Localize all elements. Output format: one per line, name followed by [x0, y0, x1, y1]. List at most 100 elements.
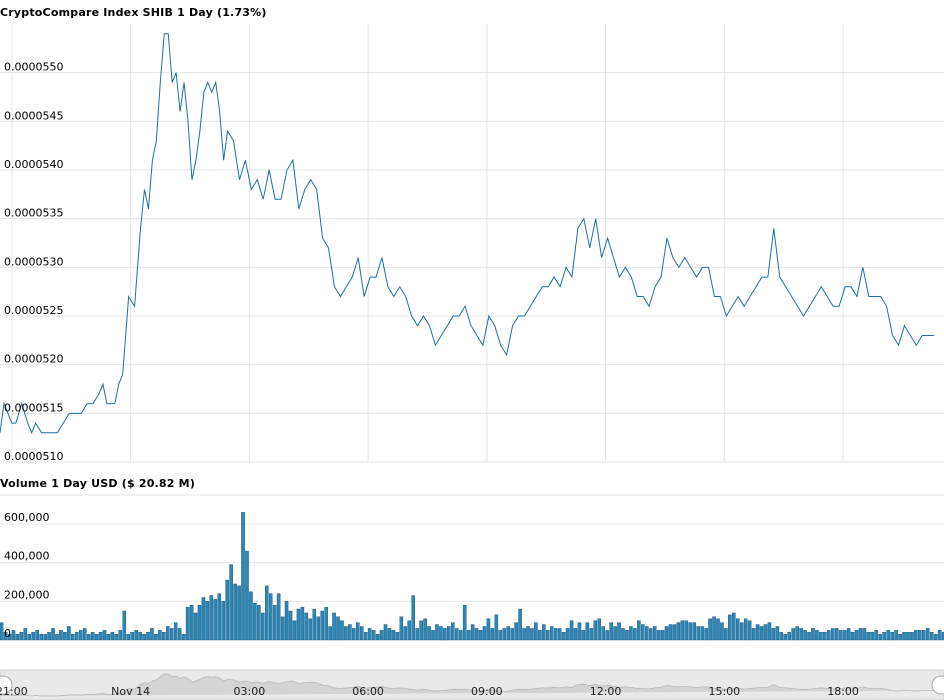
volume-bar[interactable]: [680, 620, 685, 641]
volume-bar[interactable]: [11, 630, 16, 641]
volume-bar[interactable]: [704, 628, 708, 641]
navigator-right-handle[interactable]: [931, 675, 944, 695]
volume-bar[interactable]: [344, 626, 348, 641]
volume-bar[interactable]: [146, 632, 150, 641]
volume-bar[interactable]: [122, 610, 127, 641]
volume-bar[interactable]: [700, 626, 704, 641]
volume-bar[interactable]: [261, 612, 265, 641]
volume-bar[interactable]: [63, 632, 67, 641]
volume-bar[interactable]: [352, 628, 356, 641]
volume-bar[interactable]: [19, 632, 24, 641]
volume-bar[interactable]: [925, 628, 930, 641]
volume-bar[interactable]: [328, 626, 332, 641]
volume-bar[interactable]: [490, 628, 495, 641]
volume-bar[interactable]: [613, 626, 617, 641]
volume-bar[interactable]: [106, 634, 111, 641]
volume-bar[interactable]: [692, 622, 697, 641]
volume-bar[interactable]: [771, 628, 776, 641]
volume-bar[interactable]: [688, 622, 693, 641]
volume-bar[interactable]: [664, 626, 669, 641]
volume-bar[interactable]: [3, 632, 8, 641]
volume-bar[interactable]: [739, 622, 744, 641]
volume-bar[interactable]: [55, 634, 59, 641]
volume-bar[interactable]: [779, 632, 784, 641]
volume-bar[interactable]: [189, 605, 194, 641]
volume-bar[interactable]: [569, 620, 574, 641]
volume-bar[interactable]: [716, 618, 720, 641]
volume-bar[interactable]: [799, 628, 803, 641]
volume-bar[interactable]: [660, 630, 665, 641]
volume-bar[interactable]: [67, 626, 71, 641]
volume-bar[interactable]: [162, 632, 166, 641]
volume-bar[interactable]: [264, 585, 269, 641]
volume-bar[interactable]: [811, 628, 815, 641]
volume-bar[interactable]: [387, 628, 392, 641]
volume-bar[interactable]: [637, 620, 641, 641]
volume-bar[interactable]: [114, 634, 119, 641]
volume-bar[interactable]: [787, 632, 792, 641]
volume-bar[interactable]: [435, 624, 439, 641]
volume-bar[interactable]: [937, 630, 942, 641]
volume-bar[interactable]: [154, 634, 158, 641]
volume-bar[interactable]: [118, 630, 123, 641]
volume-bar[interactable]: [443, 628, 447, 641]
volume-bar[interactable]: [641, 624, 645, 641]
volume-bar[interactable]: [882, 632, 887, 641]
volume-bar[interactable]: [914, 630, 918, 641]
volume-bar[interactable]: [486, 618, 491, 641]
volume-bar[interactable]: [280, 616, 285, 641]
volume-bar[interactable]: [340, 620, 344, 641]
volume-bar[interactable]: [51, 628, 55, 641]
volume-bar[interactable]: [98, 632, 103, 641]
volume-bar[interactable]: [213, 599, 218, 641]
volume-bar[interactable]: [462, 605, 467, 641]
volume-bar[interactable]: [245, 550, 249, 641]
volume-bar[interactable]: [59, 630, 63, 641]
volume-bar[interactable]: [225, 579, 229, 641]
volume-bar[interactable]: [78, 630, 83, 641]
volume-bar[interactable]: [451, 622, 455, 641]
volume-bar[interactable]: [201, 597, 206, 641]
volume-bar[interactable]: [336, 616, 340, 641]
volume-bar[interactable]: [249, 591, 253, 641]
volume-bar[interactable]: [644, 626, 649, 641]
volume-bar[interactable]: [807, 632, 811, 641]
volume-bar[interactable]: [648, 628, 653, 641]
volume-bar[interactable]: [130, 632, 134, 641]
volume-bar[interactable]: [866, 632, 871, 641]
volume-bar[interactable]: [82, 628, 87, 641]
volume-bar[interactable]: [31, 632, 36, 641]
volume-bar[interactable]: [447, 626, 451, 641]
volume-bar[interactable]: [767, 622, 772, 641]
volume-bar[interactable]: [27, 634, 32, 641]
volume-bar[interactable]: [506, 626, 510, 641]
navigator-left-handle[interactable]: [0, 675, 13, 695]
volume-bar[interactable]: [35, 630, 39, 641]
volume-bar[interactable]: [470, 624, 475, 641]
volume-bar[interactable]: [332, 612, 336, 641]
volume-bar[interactable]: [629, 626, 633, 641]
volume-bar[interactable]: [320, 610, 324, 641]
price-line[interactable]: [0, 33, 935, 435]
volume-bar[interactable]: [253, 603, 257, 641]
volume-bar[interactable]: [423, 618, 427, 641]
volume-bar[interactable]: [549, 626, 554, 641]
volume-bar[interactable]: [656, 630, 661, 641]
volume-bar[interactable]: [166, 626, 170, 641]
volume-bar[interactable]: [696, 626, 700, 641]
volume-bar[interactable]: [411, 595, 416, 641]
volume-bar[interactable]: [621, 628, 625, 641]
volume-bar[interactable]: [910, 632, 914, 641]
volume-bar[interactable]: [589, 628, 594, 641]
volume-bar[interactable]: [407, 620, 412, 641]
volume-bar[interactable]: [759, 626, 764, 641]
volume-bar[interactable]: [827, 630, 831, 641]
volume-bar[interactable]: [858, 628, 863, 641]
volume-bar[interactable]: [348, 624, 352, 641]
volume-bar[interactable]: [890, 632, 894, 641]
volume-bar[interactable]: [518, 608, 522, 641]
volume-bar[interactable]: [94, 634, 99, 641]
volume-bar[interactable]: [755, 624, 760, 641]
volume-bar[interactable]: [906, 632, 910, 641]
volume-bar[interactable]: [474, 628, 479, 641]
